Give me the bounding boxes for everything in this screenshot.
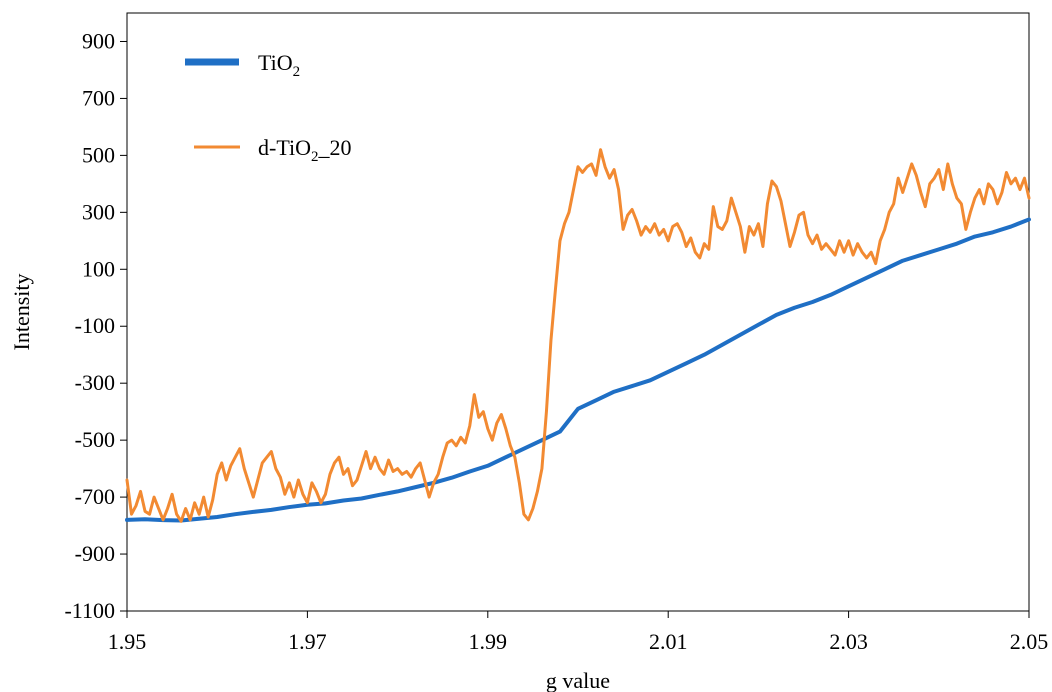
y-tick-label: -500 [75,427,115,452]
x-tick-label: 2.05 [1010,629,1049,654]
y-tick-label: -1100 [64,598,115,623]
y-tick-label: 100 [82,256,115,281]
y-tick-label: -300 [75,370,115,395]
legend-label-tio2: TiO2 [258,50,300,80]
series-line-d-tio2-20 [125,148,1031,523]
x-tick-label: 1.97 [288,629,327,654]
y-tick-label: 700 [82,85,115,110]
legend: TiO2 d-TiO2_20 [185,50,352,165]
series-line-tio2 [125,217,1031,523]
x-axis-title: g value [546,668,610,692]
x-tick-label: 1.99 [469,629,508,654]
y-tick-label: 500 [82,142,115,167]
x-tick-label: 1.95 [108,629,147,654]
plot-frame [126,12,1030,612]
y-tick-label: 900 [82,28,115,53]
y-tick-label: -900 [75,541,115,566]
y-tick-label: -700 [75,484,115,509]
y-tick-label: -100 [75,313,115,338]
y-tick-label: 300 [82,199,115,224]
x-tick-label: 2.03 [829,629,868,654]
legend-label-d-tio2-20: d-TiO2_20 [258,135,352,165]
x-axis: 1.95 1.97 1.99 2.01 2.03 2.05 [108,611,1049,654]
x-tick-label: 2.01 [649,629,688,654]
y-axis-title: Intensity [9,274,34,351]
y-axis: -1100 -900 -700 -500 -300 -100 100 300 500 700 900 [64,28,127,623]
series-layer [125,148,1031,523]
